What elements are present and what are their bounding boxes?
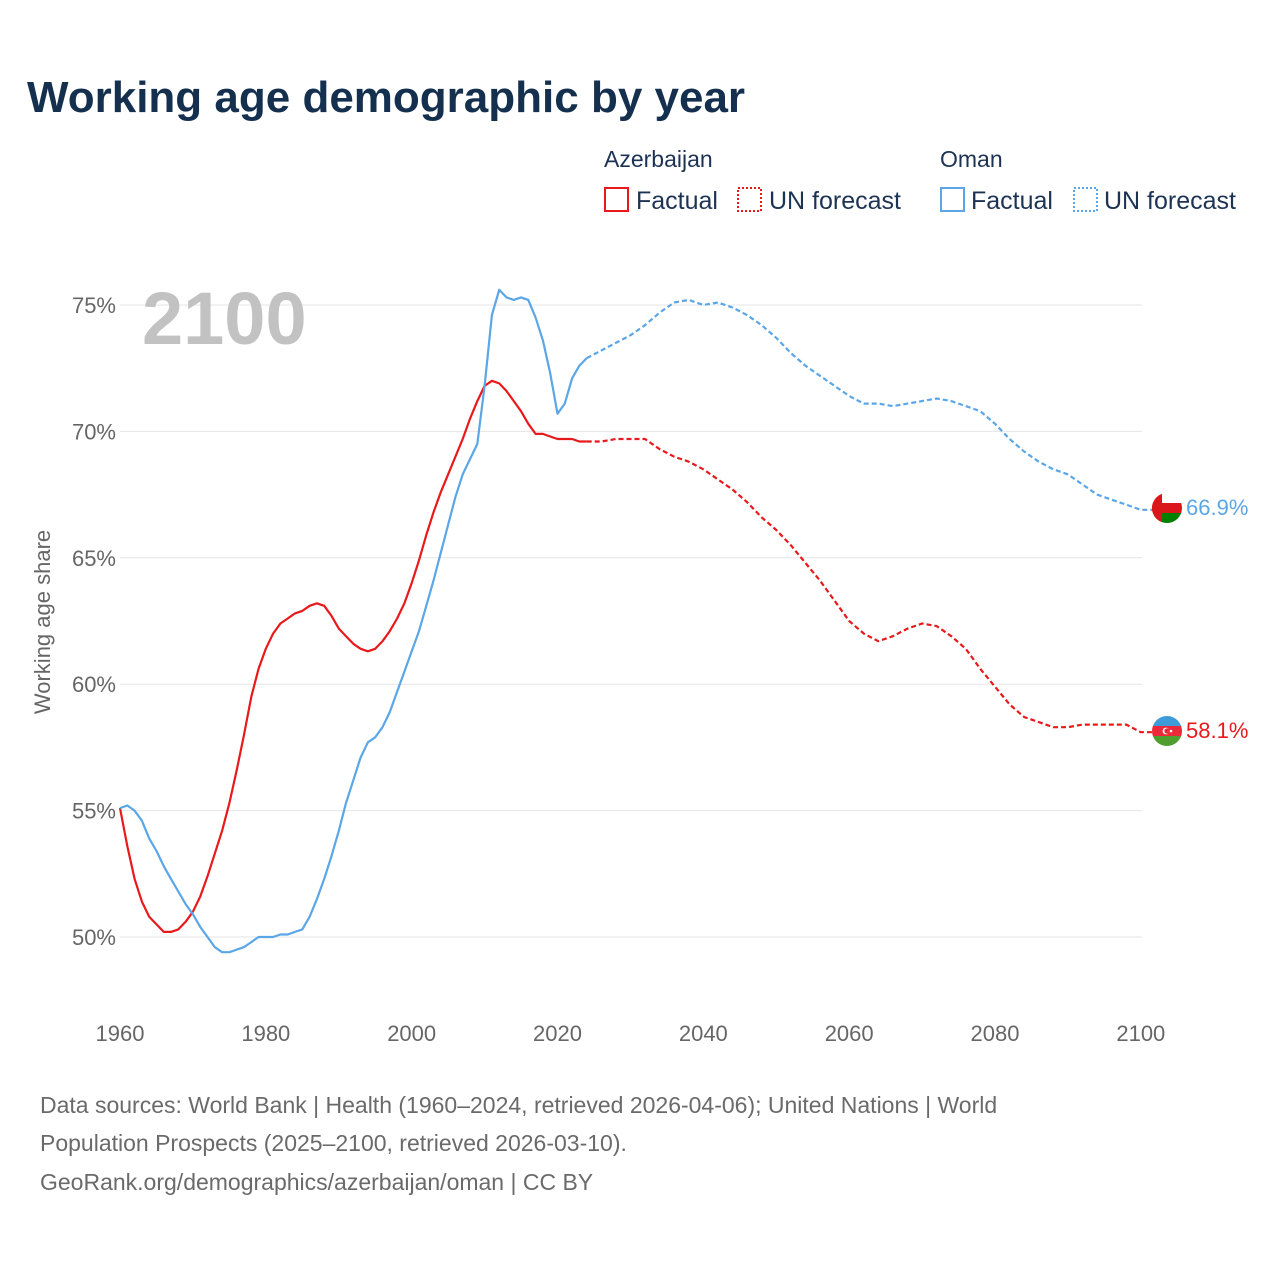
- x-tick-label: 2000: [387, 1021, 436, 1046]
- y-tick-label: 50%: [72, 925, 116, 950]
- x-tick-label: 2100: [1116, 1021, 1165, 1046]
- azerbaijan-flag-icon: [1152, 716, 1182, 746]
- y-tick-label: 70%: [72, 419, 116, 444]
- oman-end-value-label: 66.9%: [1186, 495, 1248, 520]
- oman-flag-icon: [1152, 493, 1182, 523]
- legend-oman-forecast-label: UN forecast: [1104, 187, 1236, 215]
- azerbaijan-forecast-line: [586, 437, 1163, 734]
- azerbaijan-factual-line: [118, 379, 587, 933]
- y-tick-label: 75%: [72, 293, 116, 318]
- source-line-2: Population Prospects (2025–2100, retriev…: [40, 1130, 627, 1156]
- oman-factual-line: [119, 288, 588, 954]
- series-lines: [118, 288, 1163, 954]
- x-tick-label: 2020: [533, 1021, 582, 1046]
- x-tick-label: 2040: [679, 1021, 728, 1046]
- x-tick-label: 2060: [825, 1021, 874, 1046]
- y-axis-ticks: 50% 55% 60% 65% 70% 75%: [72, 293, 116, 950]
- x-tick-label: 1960: [96, 1021, 145, 1046]
- legend-azerbaijan-factual-label: Factual: [636, 187, 718, 215]
- legend-oman-heading: Oman: [940, 146, 1003, 172]
- x-tick-label: 2080: [971, 1021, 1020, 1046]
- legend-oman-forecast-swatch: [1073, 187, 1098, 212]
- source-link[interactable]: GeoRank.org/demographics/azerbaijan/oman…: [40, 1169, 593, 1195]
- gridlines: [120, 304, 1142, 938]
- x-axis-ticks: 1960 1980 2000 2020 2040 2060 2080 2100: [96, 1021, 1166, 1046]
- legend: Azerbaijan Factual UN forecast Oman Fact…: [604, 146, 1236, 215]
- legend-azerbaijan-heading: Azerbaijan: [604, 146, 713, 172]
- oman-forecast-line: [586, 298, 1163, 511]
- y-tick-label: 65%: [72, 546, 116, 571]
- y-tick-label: 55%: [72, 799, 116, 824]
- source-line-1: Data sources: World Bank | Health (1960–…: [40, 1092, 997, 1118]
- y-axis-label: Working age share: [30, 530, 55, 714]
- azerbaijan-end-value-label: 58.1%: [1186, 718, 1248, 743]
- x-tick-label: 1980: [241, 1021, 290, 1046]
- legend-oman-factual-label: Factual: [971, 187, 1053, 215]
- chart-title: Working age demographic by year: [27, 73, 745, 122]
- y-tick-label: 60%: [72, 672, 116, 697]
- legend-azerbaijan-forecast-swatch: [737, 187, 762, 212]
- year-label: 2100: [142, 277, 307, 360]
- legend-azerbaijan-factual-swatch: [604, 187, 629, 212]
- legend-azerbaijan-forecast-label: UN forecast: [769, 187, 901, 215]
- legend-oman-factual-swatch: [940, 187, 965, 212]
